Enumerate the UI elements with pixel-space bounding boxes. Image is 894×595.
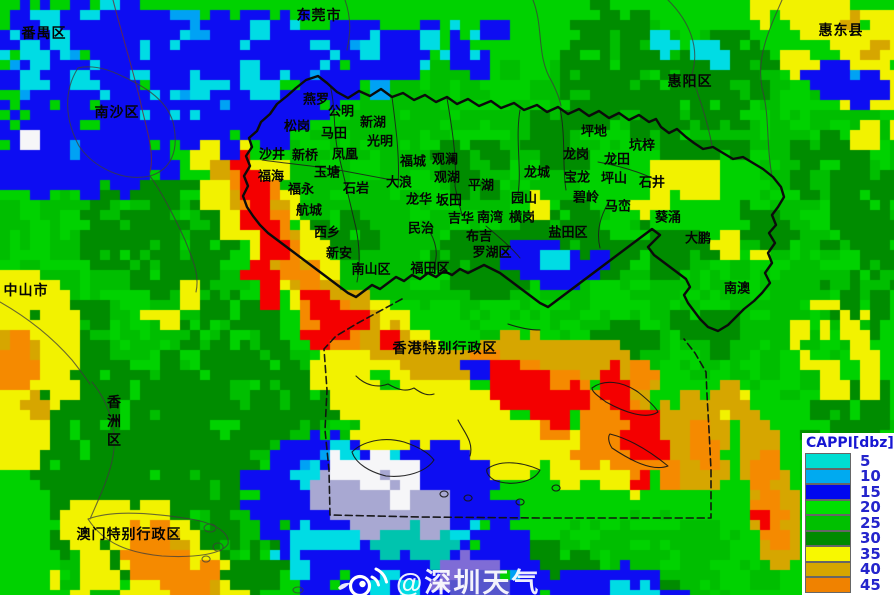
legend-value: 30 [860, 529, 881, 548]
legend-swatch [805, 515, 851, 531]
legend-row: 5 [805, 451, 894, 470]
legend-swatch [805, 577, 851, 593]
legend-row: 45 [805, 575, 894, 594]
weibo-icon [338, 567, 388, 595]
legend-value: 45 [860, 575, 881, 594]
legend-row: 15 [805, 482, 894, 501]
legend-swatch [805, 484, 851, 500]
legend-title: CAPPI[dbz] [806, 435, 894, 451]
legend-row: 35 [805, 544, 894, 563]
watermark-text: @深圳天气 [396, 568, 541, 595]
legend-swatch [805, 499, 851, 515]
legend-value: 10 [860, 467, 881, 486]
legend-value: 20 [860, 498, 881, 517]
watermark: @深圳天气 [336, 561, 540, 595]
legend-swatch [805, 530, 851, 546]
legend-value: 15 [860, 482, 881, 501]
legend-value: 40 [860, 560, 881, 579]
legend-swatch [805, 561, 851, 577]
legend-value: 25 [860, 513, 881, 532]
legend-row: 30 [805, 529, 894, 548]
legend-row: 25 [805, 513, 894, 532]
legend-swatch [805, 453, 851, 469]
legend-row: 10 [805, 467, 894, 486]
legend-rows: 5 10 15 20 25 30 35 40 45 [805, 451, 894, 594]
legend-value: 35 [860, 544, 881, 563]
legend-value: 5 [860, 451, 871, 470]
legend-row: 40 [805, 560, 894, 579]
cappi-legend: CAPPI[dbz] 5 10 15 20 25 30 35 40 45 [802, 433, 894, 595]
legend-row: 20 [805, 498, 894, 517]
legend-swatch [805, 468, 851, 484]
legend-swatch [805, 546, 851, 562]
